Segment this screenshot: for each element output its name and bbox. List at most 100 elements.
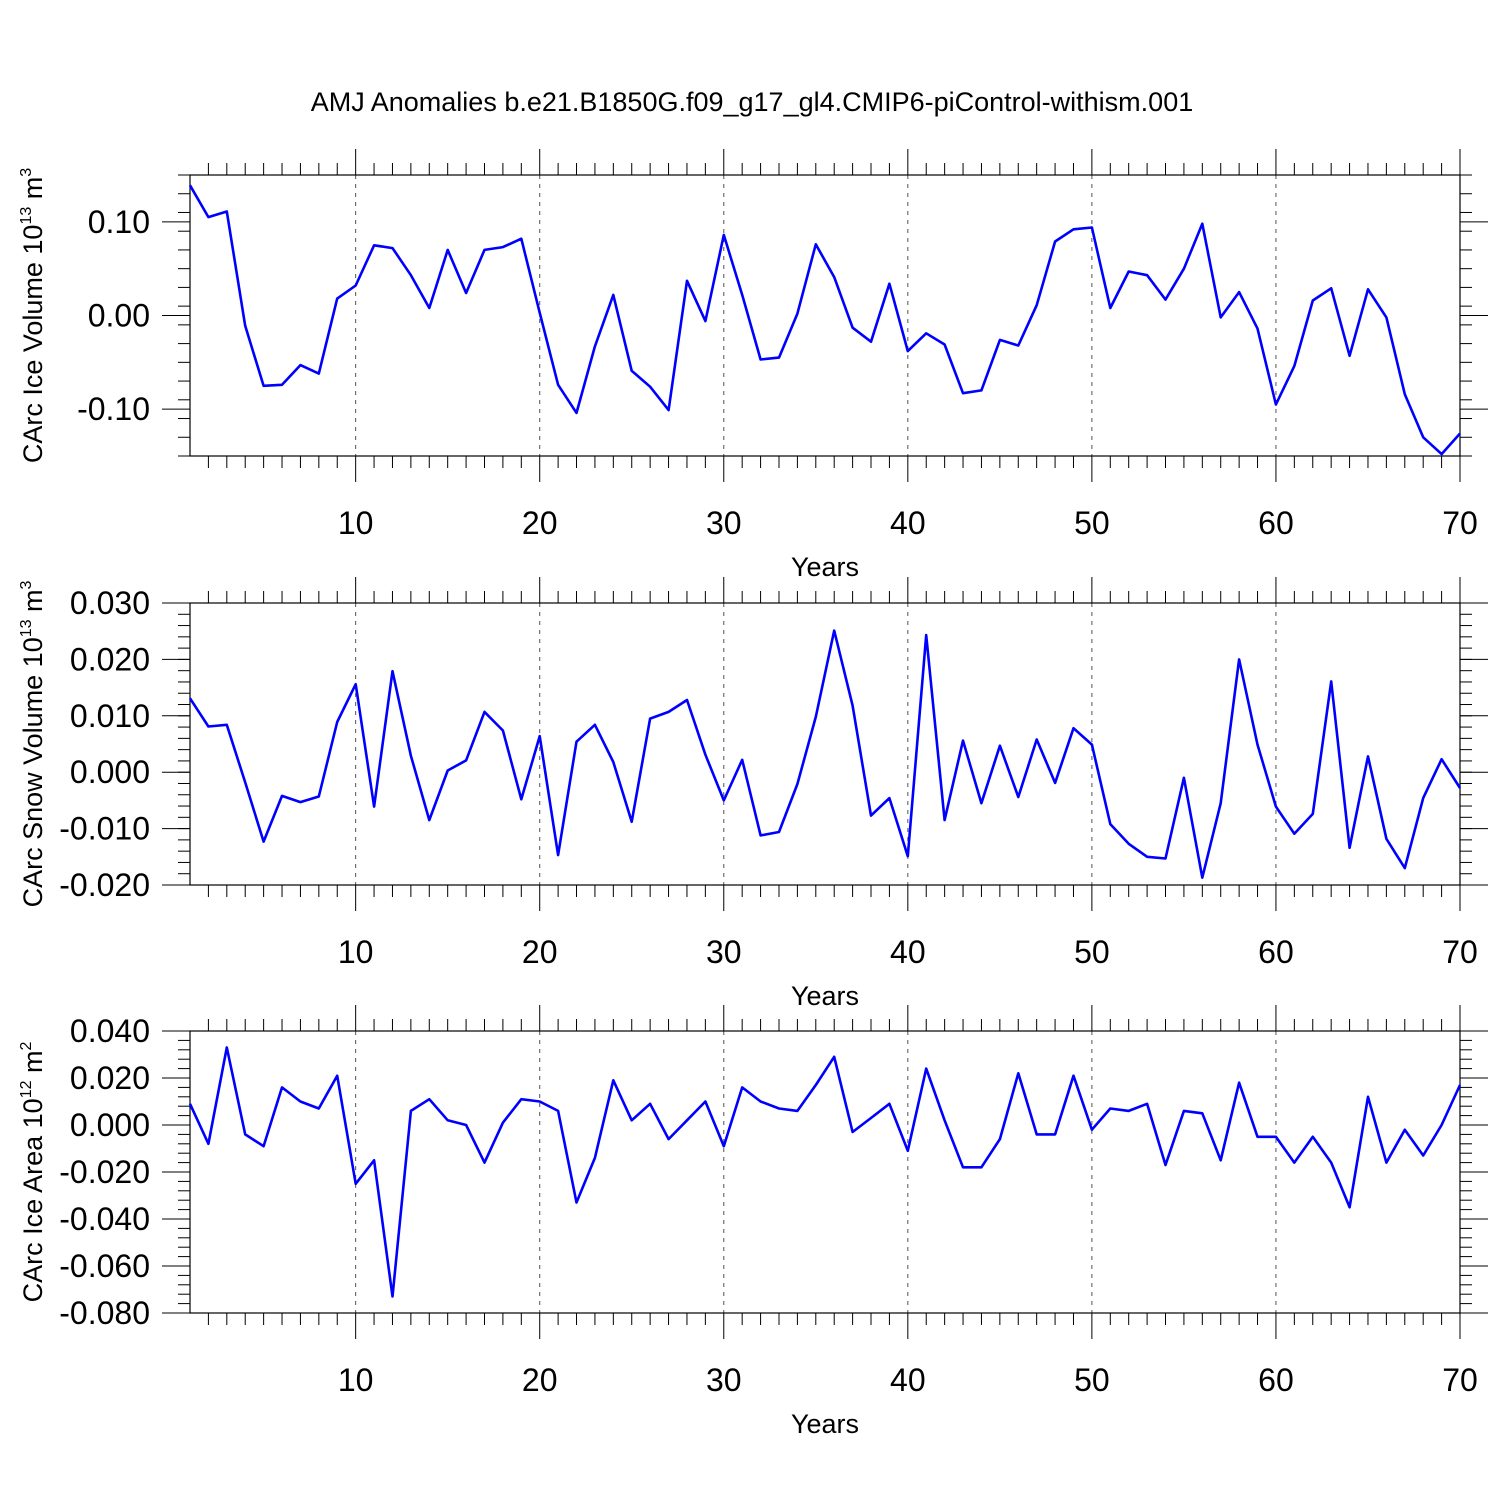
- data-point: [1127, 843, 1130, 846]
- data-point: [1127, 1110, 1130, 1113]
- x-axis-label: Years: [791, 552, 859, 582]
- data-point: [1348, 354, 1351, 357]
- data-point: [1109, 1107, 1112, 1110]
- data-point: [428, 819, 431, 822]
- data-point: [1091, 226, 1094, 229]
- x-tick-label: 20: [522, 934, 558, 970]
- y-tick-label: 0.030: [70, 585, 150, 621]
- data-point: [833, 1056, 836, 1059]
- data-point: [888, 797, 891, 800]
- data-point: [741, 1086, 744, 1089]
- y-axis-label-text: CArc Ice Area 10: [18, 1098, 48, 1302]
- data-point: [686, 699, 689, 702]
- data-point: [1403, 867, 1406, 870]
- data-point: [925, 1067, 928, 1070]
- data-point: [1146, 856, 1149, 859]
- data-point: [1035, 1133, 1038, 1136]
- data-point: [630, 821, 633, 824]
- data-point: [667, 1138, 670, 1141]
- data-point: [1017, 344, 1020, 347]
- data-point: [502, 1121, 505, 1124]
- x-tick-label: 40: [890, 505, 926, 541]
- x-tick-label: 70: [1442, 1362, 1478, 1398]
- data-point: [833, 629, 836, 632]
- panel-ice-volume: 10 20 30 40 50 60 70 0.10 0.00 -0.10 Years CArc Ice…: [18, 149, 1488, 582]
- data-point: [722, 234, 725, 237]
- data-point: [189, 184, 192, 187]
- y-tick-label: -0.040: [59, 1201, 150, 1237]
- panel-snow-volume: 10 20 30 40 50 60 70 0.030 0.020 0.010 0.000 -0.010…: [18, 577, 1488, 1011]
- data-point: [1440, 453, 1443, 456]
- data-point: [851, 1131, 854, 1134]
- data-point: [1054, 782, 1057, 785]
- y-tick-label: 0.010: [70, 698, 150, 734]
- plot-frame: [189, 1030, 1461, 1314]
- data-point: [907, 1150, 910, 1153]
- data-point: [980, 802, 983, 805]
- data-point: [538, 1100, 541, 1103]
- data-point: [778, 1107, 781, 1110]
- data-point: [336, 297, 339, 300]
- data-point: [1219, 1159, 1222, 1162]
- data-point: [520, 798, 523, 801]
- data-point: [759, 1100, 762, 1103]
- y-axis-label-superscript: 13: [18, 619, 35, 637]
- data-point: [1238, 291, 1241, 294]
- x-tick-label: 30: [706, 934, 742, 970]
- data-point: [907, 855, 910, 858]
- y-axis-label-text: CArc Snow Volume 10: [18, 637, 48, 907]
- figure-title: AMJ Anomalies b.e21.B1850G.f09_g17_gl4.C…: [311, 87, 1193, 117]
- data-point: [465, 292, 468, 295]
- data-point: [778, 356, 781, 359]
- data-point: [649, 717, 652, 720]
- data-point: [980, 389, 983, 392]
- data-point: [1091, 743, 1094, 746]
- data-point: [888, 282, 891, 285]
- y-axis-label-superscript: 3: [18, 168, 35, 177]
- data-point: [1330, 287, 1333, 290]
- data-point: [594, 724, 597, 727]
- data-point: [1330, 680, 1333, 683]
- x-axis-label: Years: [791, 1409, 859, 1439]
- x-tick-label: 70: [1442, 934, 1478, 970]
- data-point: [483, 1161, 486, 1164]
- data-point: [262, 384, 265, 387]
- data-point: [244, 325, 247, 328]
- data-point: [1311, 1135, 1314, 1138]
- data-point: [1256, 1135, 1259, 1138]
- data-point: [1385, 837, 1388, 840]
- data-point: [925, 332, 928, 335]
- y-axis-label-text: m: [18, 1051, 48, 1081]
- data-point: [1422, 436, 1425, 439]
- series-line: [188, 1046, 1462, 1298]
- data-point: [1311, 813, 1314, 816]
- data-point: [1127, 270, 1130, 273]
- x-tick-label: 50: [1074, 934, 1110, 970]
- data-point: [1256, 743, 1259, 746]
- data-point: [980, 1166, 983, 1169]
- data-point: [207, 1143, 210, 1146]
- data-point: [1293, 1161, 1296, 1164]
- data-point: [299, 1100, 302, 1103]
- x-tick-label: 10: [338, 1362, 374, 1398]
- data-point: [833, 276, 836, 279]
- data-point: [189, 1103, 192, 1106]
- data-point: [446, 769, 449, 772]
- data-point: [630, 369, 633, 372]
- data-point: [1201, 1112, 1204, 1115]
- data-point: [1072, 1074, 1075, 1077]
- data-point: [1017, 1072, 1020, 1075]
- data-point: [612, 1079, 615, 1082]
- data-point: [759, 834, 762, 837]
- data-point: [391, 247, 394, 250]
- data-point: [446, 249, 449, 252]
- data-point: [1238, 658, 1241, 661]
- data-point: [851, 326, 854, 329]
- data-point: [1459, 432, 1462, 435]
- data-point: [814, 243, 817, 246]
- data-point: [1164, 1164, 1167, 1167]
- data-point: [538, 735, 541, 738]
- panels: 10 20 30 40 50 60 70 0.10 0.00 -0.10 Years CArc Ice…: [18, 149, 1488, 1439]
- data-point: [207, 725, 210, 728]
- data-point: [1072, 727, 1075, 730]
